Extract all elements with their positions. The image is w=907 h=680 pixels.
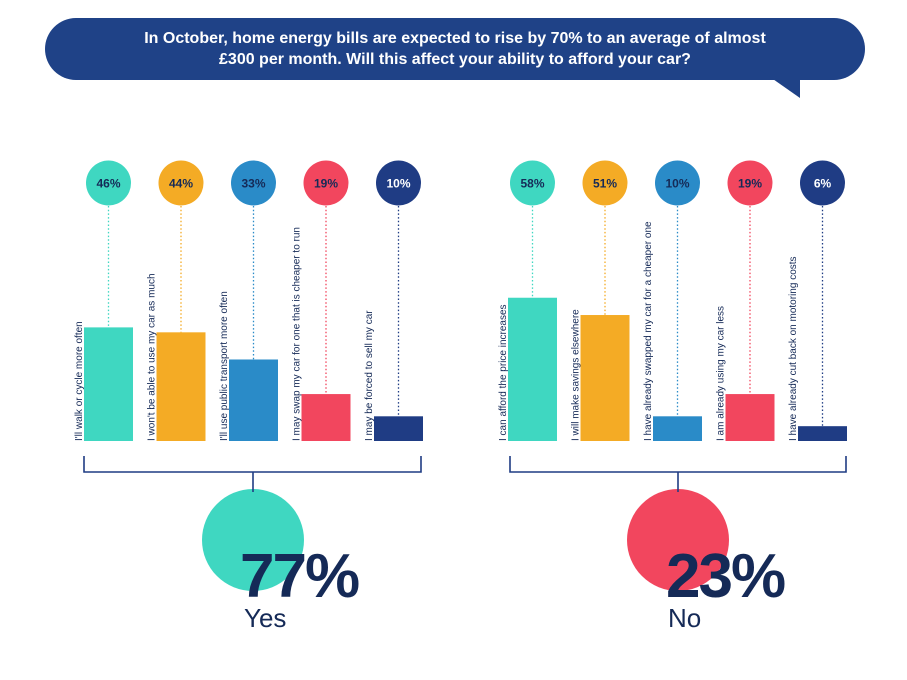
question-banner xyxy=(45,18,865,80)
no-value-label: 6% xyxy=(814,177,832,191)
yes-bar xyxy=(84,327,133,441)
yes-value-label: 19% xyxy=(314,177,338,191)
yes-category-label: I may be forced to sell my car xyxy=(364,310,375,441)
no-total-percent: 23% xyxy=(666,542,786,611)
no-bar xyxy=(580,315,630,441)
yes-bar xyxy=(229,359,278,441)
no-bar xyxy=(725,394,775,441)
no-bar xyxy=(508,297,557,441)
yes-category-label: I'll use public transport more often xyxy=(219,291,230,441)
yes-bar xyxy=(301,394,351,441)
yes-value-label: 10% xyxy=(386,177,410,191)
question-line-1: In October, home energy bills are expect… xyxy=(144,30,766,47)
no-category-label: I will make savings elsewhere xyxy=(571,309,582,441)
no-category-label: I have already cut back on motoring cost… xyxy=(788,256,799,441)
yes-category-label: I may swap my car for one that is cheape… xyxy=(292,227,303,441)
yes-total-circle xyxy=(202,489,304,591)
no-value-circle xyxy=(510,160,555,206)
yes-value-circle xyxy=(376,160,421,206)
yes-bracket xyxy=(83,456,422,473)
question-line-2: £300 per month. Will this affect your ab… xyxy=(219,51,691,68)
no-category-label: I am already using my car less xyxy=(716,306,727,441)
yes-category-label: I'll walk or cycle more often xyxy=(74,321,85,441)
question-text: In October, home energy bills are expect… xyxy=(45,18,865,80)
no-label: No xyxy=(668,603,702,633)
no-value-label: 19% xyxy=(738,177,762,191)
yes-value-label: 44% xyxy=(169,177,193,191)
yes-bar xyxy=(374,416,423,441)
no-category-label: I have already swapped my car for a chea… xyxy=(643,221,654,441)
yes-bar xyxy=(156,332,206,441)
no-value-circle xyxy=(727,160,773,206)
no-category-label: I can afford the price increases xyxy=(498,304,509,441)
yes-value-label: 46% xyxy=(96,177,120,191)
no-value-label: 10% xyxy=(665,177,689,191)
no-bracket xyxy=(509,456,847,473)
speech-bubble-tail xyxy=(760,70,800,98)
yes-total-percent: 77% xyxy=(240,542,360,611)
no-bar xyxy=(653,416,702,441)
no-value-circle xyxy=(655,160,700,206)
no-value-circle xyxy=(800,160,845,206)
no-value-circle xyxy=(582,160,628,206)
yes-label: Yes xyxy=(244,603,287,633)
yes-value-label: 33% xyxy=(241,177,265,191)
yes-value-circle xyxy=(86,160,131,206)
no-value-label: 58% xyxy=(520,177,544,191)
yes-value-circle xyxy=(231,160,276,206)
no-bar xyxy=(798,426,847,441)
no-total-circle xyxy=(627,489,729,591)
yes-value-circle xyxy=(158,160,204,206)
yes-value-circle xyxy=(303,160,349,206)
no-value-label: 51% xyxy=(593,177,617,191)
yes-category-label: I won't be able to use my car as much xyxy=(147,273,158,441)
